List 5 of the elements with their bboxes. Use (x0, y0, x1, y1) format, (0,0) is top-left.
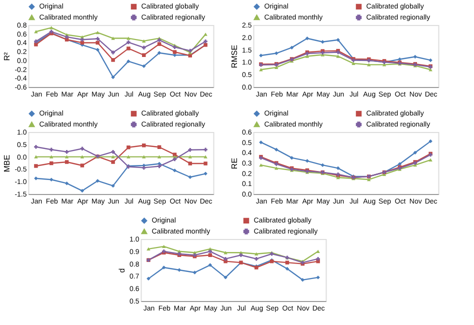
y-axis-title: d (118, 268, 127, 273)
y-axis-title: RMSE (230, 44, 240, 68)
y-axis-title: RE (230, 158, 240, 170)
y-axis-title: R² (2, 52, 12, 61)
y-axis-title: MBE (2, 154, 12, 172)
